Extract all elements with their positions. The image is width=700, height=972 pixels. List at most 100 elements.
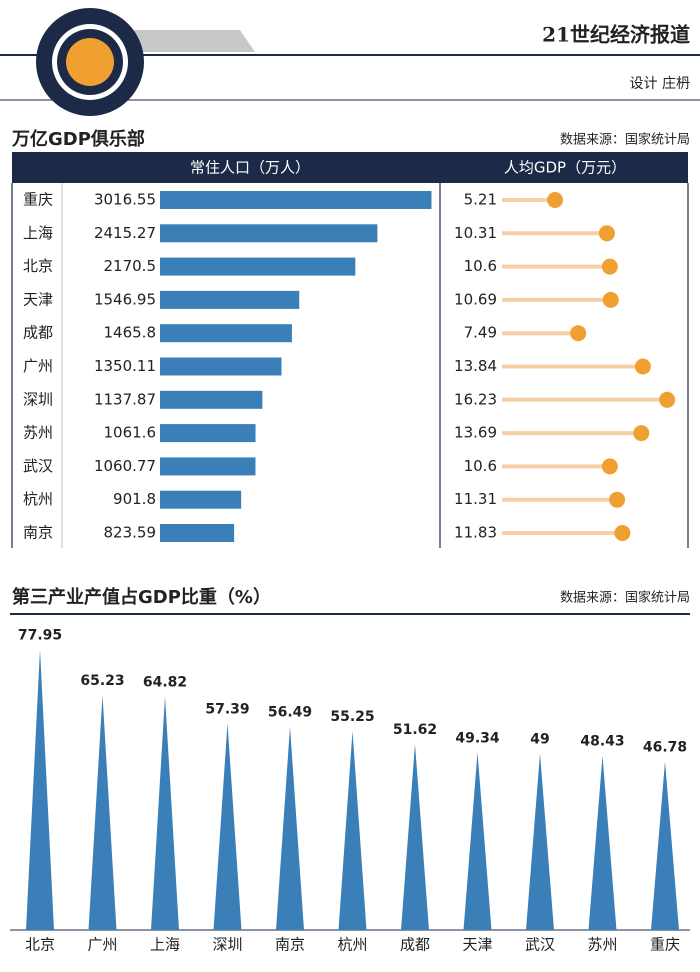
value-label: 823.59 <box>104 524 157 542</box>
x-tick-label: 南京 <box>275 936 305 954</box>
logo <box>0 8 700 116</box>
value-label: 1350.11 <box>94 357 156 375</box>
bar <box>160 457 256 476</box>
value-label: 3016.55 <box>94 191 156 209</box>
city-label: 上海 <box>23 224 53 242</box>
dot <box>601 458 618 475</box>
dot <box>609 491 626 508</box>
table-frame <box>11 183 689 548</box>
value-label: 1061.6 <box>104 424 157 442</box>
value-label: 49 <box>530 732 549 748</box>
bar <box>160 324 292 343</box>
value-label: 7.49 <box>464 324 497 342</box>
value-label: 56.49 <box>268 705 312 721</box>
city-label: 武汉 <box>23 457 53 475</box>
dot <box>602 291 619 308</box>
source: 数据来源：国家统计局 <box>560 132 690 148</box>
value-label: 5.21 <box>464 191 497 209</box>
city-label: 天津 <box>23 290 53 308</box>
spike <box>401 744 429 930</box>
dot <box>601 258 618 275</box>
dot <box>634 358 651 375</box>
value-label: 51.62 <box>393 722 437 738</box>
spike <box>526 753 554 930</box>
spike <box>463 752 492 930</box>
x-tick-label: 深圳 <box>212 936 242 954</box>
dot <box>659 391 676 408</box>
x-tick-label: 重庆 <box>650 936 680 954</box>
city-label: 广州 <box>23 357 53 375</box>
spike <box>151 696 179 930</box>
x-tick-label: 杭州 <box>337 936 367 954</box>
spike <box>651 761 679 930</box>
dot <box>547 192 564 208</box>
value-label: 2170.5 <box>104 257 157 275</box>
spike <box>213 723 242 930</box>
value-label: 11.31 <box>454 490 497 508</box>
value-label: 13.69 <box>454 424 497 442</box>
x-tick-label: 广州 <box>87 936 117 954</box>
bar <box>160 224 378 243</box>
value-label: 77.95 <box>18 627 62 643</box>
value-label: 64.82 <box>143 675 187 691</box>
value-label: 2415.27 <box>94 224 156 242</box>
value-label: 55.25 <box>330 709 374 725</box>
city-label: 杭州 <box>23 490 53 508</box>
x-tick-label: 北京 <box>25 936 55 954</box>
dot <box>570 325 587 342</box>
column-header: 常住人口（万人） <box>190 159 310 177</box>
city-label: 深圳 <box>23 390 53 408</box>
city-label: 重庆 <box>23 191 53 209</box>
value-label: 57.39 <box>205 701 249 717</box>
spike <box>338 731 367 930</box>
dot <box>614 525 631 541</box>
bar <box>160 257 356 276</box>
bar <box>160 524 235 542</box>
source: 数据来源：国家统计局 <box>560 590 690 606</box>
city-label: 成都 <box>23 324 53 342</box>
chart-title: 万亿GDP俱乐部 <box>11 128 145 150</box>
value-label: 10.6 <box>464 457 497 475</box>
dot <box>633 425 650 442</box>
value-label: 46.78 <box>643 740 687 756</box>
x-tick-label: 上海 <box>150 936 180 954</box>
table-header <box>12 152 688 183</box>
city-label: 苏州 <box>23 424 53 442</box>
bar <box>160 424 256 443</box>
x-tick-label: 天津 <box>462 936 492 954</box>
x-tick-label: 成都 <box>400 936 430 954</box>
dot <box>598 225 615 242</box>
bar <box>160 490 242 509</box>
value-label: 1137.87 <box>94 390 156 408</box>
chart-title: 第三产业产值占GDP比重（%） <box>12 586 271 608</box>
city-label: 北京 <box>23 257 53 275</box>
value-label: 901.8 <box>113 490 156 508</box>
bar <box>160 390 263 409</box>
value-label: 13.84 <box>454 357 497 375</box>
x-tick-label: 苏州 <box>587 936 617 954</box>
city-label: 南京 <box>23 524 53 542</box>
value-label: 1060.77 <box>94 457 156 475</box>
value-label: 16.23 <box>454 390 497 408</box>
spike <box>26 649 54 930</box>
value-label: 11.83 <box>454 524 497 542</box>
x-tick-label: 武汉 <box>525 936 555 954</box>
value-label: 1546.95 <box>94 290 156 308</box>
value-label: 10.6 <box>464 257 497 275</box>
column-header: 人均GDP（万元） <box>504 159 626 177</box>
brand: 21世纪经济报道 <box>542 23 690 47</box>
value-label: 1465.8 <box>104 324 157 342</box>
value-label: 10.69 <box>454 290 497 308</box>
bar <box>160 290 300 309</box>
spike <box>276 726 304 930</box>
spike <box>88 695 117 930</box>
value-label: 49.34 <box>455 730 500 746</box>
value-label: 10.31 <box>454 224 497 242</box>
bar <box>160 357 282 376</box>
spike <box>588 755 617 930</box>
designer: 设计 庄枬 <box>630 75 690 92</box>
value-label: 65.23 <box>80 673 124 689</box>
bar <box>160 191 432 209</box>
value-label: 48.43 <box>580 734 624 750</box>
